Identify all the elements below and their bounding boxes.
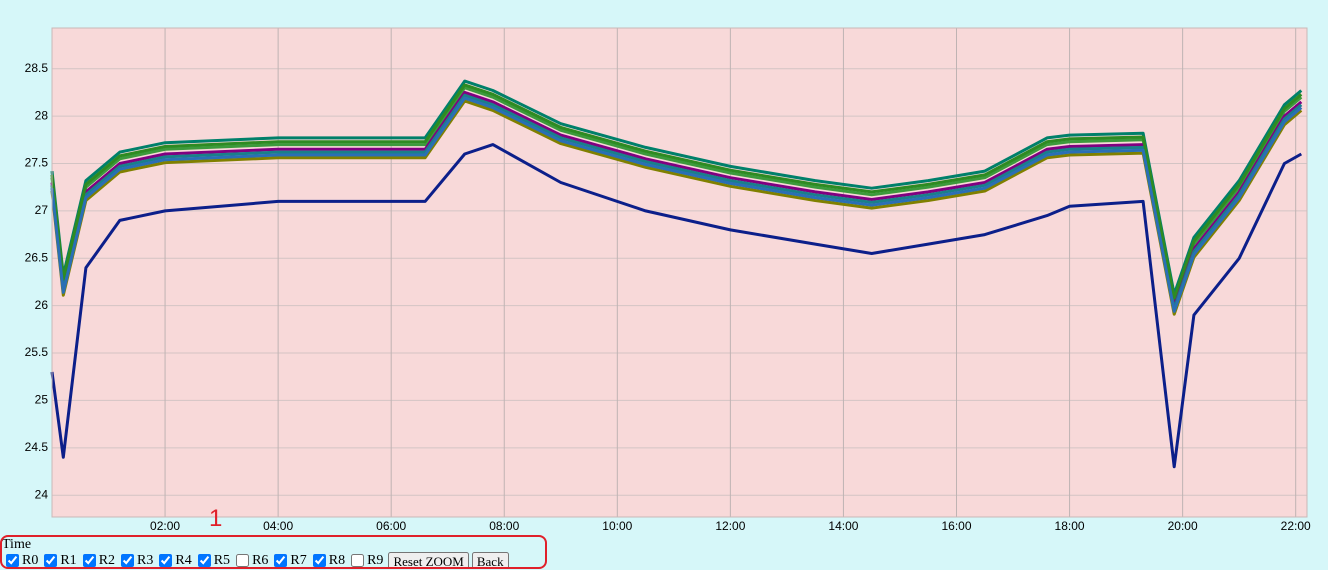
- series-toggle[interactable]: R9: [347, 553, 383, 568]
- legend-label: R0: [22, 553, 39, 568]
- y-tick-label: 27.5: [25, 156, 49, 170]
- legend-label: R6: [252, 553, 269, 568]
- series-line: [50, 143, 1303, 469]
- checkbox[interactable]: [6, 554, 19, 567]
- x-tick-label: 10:00: [602, 519, 632, 533]
- x-tick-label: 18:00: [1055, 519, 1085, 533]
- legend-label: R1: [60, 553, 77, 568]
- series-toggle[interactable]: R4: [155, 553, 192, 568]
- y-tick-label: 25: [35, 393, 49, 407]
- checkbox[interactable]: [121, 554, 135, 567]
- y-tick-label: 26: [35, 298, 49, 312]
- checkbox[interactable]: [312, 554, 326, 567]
- y-tick-label: 26.5: [25, 250, 49, 264]
- series-toggle[interactable]: R5: [194, 553, 230, 568]
- series-toggle[interactable]: R0: [2, 553, 38, 568]
- checkbox[interactable]: [82, 554, 96, 567]
- legend-label: R9: [367, 553, 384, 568]
- annotation: 1: [209, 505, 223, 532]
- y-tick-label: 25.5: [25, 345, 49, 359]
- y-tick-label: 24: [35, 487, 49, 501]
- plot-area: [52, 28, 1307, 517]
- x-tick-label: 16:00: [941, 519, 971, 533]
- series-toggle[interactable]: R8: [309, 553, 345, 568]
- series-toggle[interactable]: R1: [40, 553, 77, 568]
- legend-label: R4: [175, 553, 192, 568]
- checkbox[interactable]: [274, 554, 288, 567]
- x-tick-label: 14:00: [828, 519, 858, 533]
- y-tick-label: 27: [35, 203, 49, 217]
- y-tick-label: 24.5: [25, 440, 49, 454]
- button[interactable]: Back: [471, 552, 509, 569]
- series-toggle[interactable]: R3: [117, 553, 153, 568]
- x-tick-label: 04:00: [263, 519, 293, 533]
- x-tick-label: 02:00: [150, 519, 180, 533]
- x-tick-label: 20:00: [1168, 519, 1198, 533]
- checkbox[interactable]: [197, 554, 211, 567]
- legend-label: R8: [328, 553, 346, 568]
- series-line: [50, 83, 1303, 300]
- button[interactable]: Reset ZOOM: [388, 552, 469, 569]
- series-toggle[interactable]: R6: [232, 553, 268, 568]
- x-tick-label: 22:00: [1281, 519, 1311, 533]
- x-axis-label: Time: [2, 537, 32, 552]
- controls: Time R0 R1 R2 R3 R4 R5 R6 R7 R8 R9 Reset ZOOM Back: [2, 537, 509, 569]
- series-toggle[interactable]: R7: [270, 553, 307, 568]
- x-tick-label: 12:00: [715, 519, 745, 533]
- checkbox[interactable]: [236, 554, 250, 567]
- checkbox[interactable]: [159, 554, 173, 567]
- checkbox[interactable]: [44, 554, 58, 567]
- series-line: [50, 96, 1303, 313]
- legend-label: R2: [98, 553, 116, 568]
- legend-label: R5: [213, 553, 231, 568]
- x-tick-label: 08:00: [489, 519, 519, 533]
- series-toggles: R0 R1 R2 R3 R4 R5 R6 R7 R8 R9 Reset ZOOM Back: [2, 552, 509, 569]
- x-tick-label: 06:00: [376, 519, 406, 533]
- plot-border: [51, 27, 1308, 518]
- chart: 24 24.5 25 25.5 26 26.5 27 27.5 28 28.5 02:00 04:00…: [25, 27, 1311, 533]
- y-tick-label: 28: [35, 108, 49, 122]
- y-tick-label: 28.5: [25, 61, 49, 75]
- legend-label: R7: [290, 553, 307, 568]
- series-toggle[interactable]: R2: [79, 553, 115, 568]
- checkbox[interactable]: [351, 554, 365, 567]
- legend-label: R3: [137, 553, 154, 568]
